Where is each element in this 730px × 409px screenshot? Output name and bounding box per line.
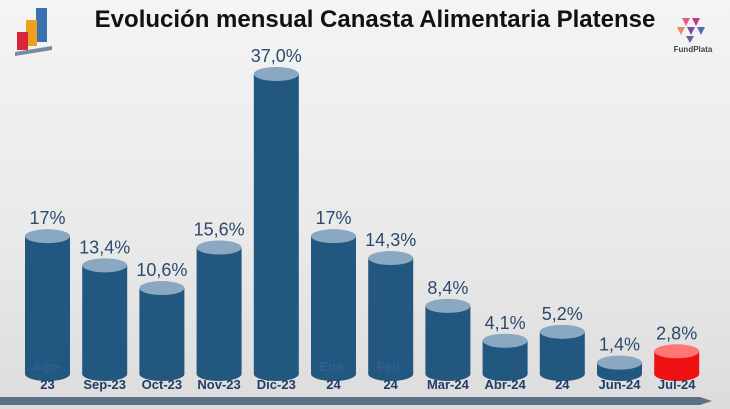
bar-base bbox=[253, 367, 299, 381]
fundplata-logo: FundPlata bbox=[668, 14, 718, 60]
bar bbox=[196, 247, 242, 374]
tick-label: Feb- bbox=[377, 359, 404, 374]
bar-top bbox=[482, 333, 528, 348]
bar bbox=[25, 236, 70, 374]
tick-label: Ene- bbox=[319, 359, 347, 374]
bar bbox=[539, 331, 585, 374]
tick-label: Ago- bbox=[33, 359, 63, 374]
tick-label: Oct-23 bbox=[142, 377, 182, 392]
tick-label: 24 bbox=[383, 377, 398, 392]
tick-label: Abr-24 bbox=[485, 377, 527, 392]
brand-name: FundPlata bbox=[673, 45, 713, 54]
bar-chart-logo-icon bbox=[15, 8, 52, 56]
data-label: 10,6% bbox=[136, 260, 187, 280]
tick-label: Jun-24 bbox=[599, 377, 642, 392]
bar-top bbox=[311, 229, 356, 244]
bar-top bbox=[139, 281, 185, 296]
data-label: 4,1% bbox=[485, 313, 526, 333]
bar-base bbox=[25, 367, 70, 381]
bar bbox=[253, 74, 299, 374]
data-label: 17% bbox=[315, 208, 351, 228]
data-label: 1,4% bbox=[599, 335, 640, 355]
bar-base bbox=[425, 367, 471, 381]
bar-top bbox=[25, 229, 70, 244]
bar bbox=[311, 236, 356, 374]
bar-top bbox=[654, 344, 700, 359]
bar-base bbox=[482, 367, 528, 381]
bar bbox=[139, 288, 185, 374]
bar-top bbox=[82, 258, 128, 273]
data-label: 5,2% bbox=[542, 304, 583, 324]
bar bbox=[368, 258, 414, 374]
bar-top bbox=[539, 324, 585, 339]
bar-top bbox=[368, 251, 414, 266]
data-label: 15,6% bbox=[194, 220, 245, 240]
data-label: 13,4% bbox=[79, 237, 130, 257]
data-label: 37,0% bbox=[251, 46, 302, 66]
tick-label: Dic-23 bbox=[257, 377, 296, 392]
timeline-arrow bbox=[0, 397, 712, 405]
tick-label: Mar-24 bbox=[427, 377, 470, 392]
data-label: 14,3% bbox=[365, 230, 416, 250]
chart-title: Evolución mensual Canasta Alimentaria Pl… bbox=[94, 6, 656, 33]
tick-label: Jul-24 bbox=[658, 377, 696, 392]
data-label: 2,8% bbox=[656, 323, 697, 343]
tick-label: 24 bbox=[555, 377, 570, 392]
bar-top bbox=[597, 355, 642, 370]
brand-mark-icon bbox=[677, 18, 705, 43]
tick-label: 23 bbox=[40, 377, 54, 392]
bar-base bbox=[597, 367, 642, 381]
tick-label: Sep-23 bbox=[83, 377, 126, 392]
bar-top bbox=[253, 67, 299, 81]
data-label: 17% bbox=[29, 208, 65, 228]
bar-top bbox=[425, 298, 471, 313]
bar bbox=[425, 305, 471, 374]
data-label: 8,4% bbox=[427, 278, 468, 298]
bar-base bbox=[311, 367, 356, 381]
tick-label: Nov-23 bbox=[197, 377, 240, 392]
bar-base bbox=[654, 367, 700, 381]
bar-base bbox=[82, 367, 128, 381]
bar-base bbox=[539, 367, 585, 381]
bar bbox=[82, 265, 128, 374]
bar-top bbox=[196, 240, 242, 255]
tick-label: 24 bbox=[326, 377, 341, 392]
bar-base bbox=[196, 367, 242, 381]
bar-base bbox=[368, 367, 414, 381]
bar-base bbox=[139, 367, 185, 381]
